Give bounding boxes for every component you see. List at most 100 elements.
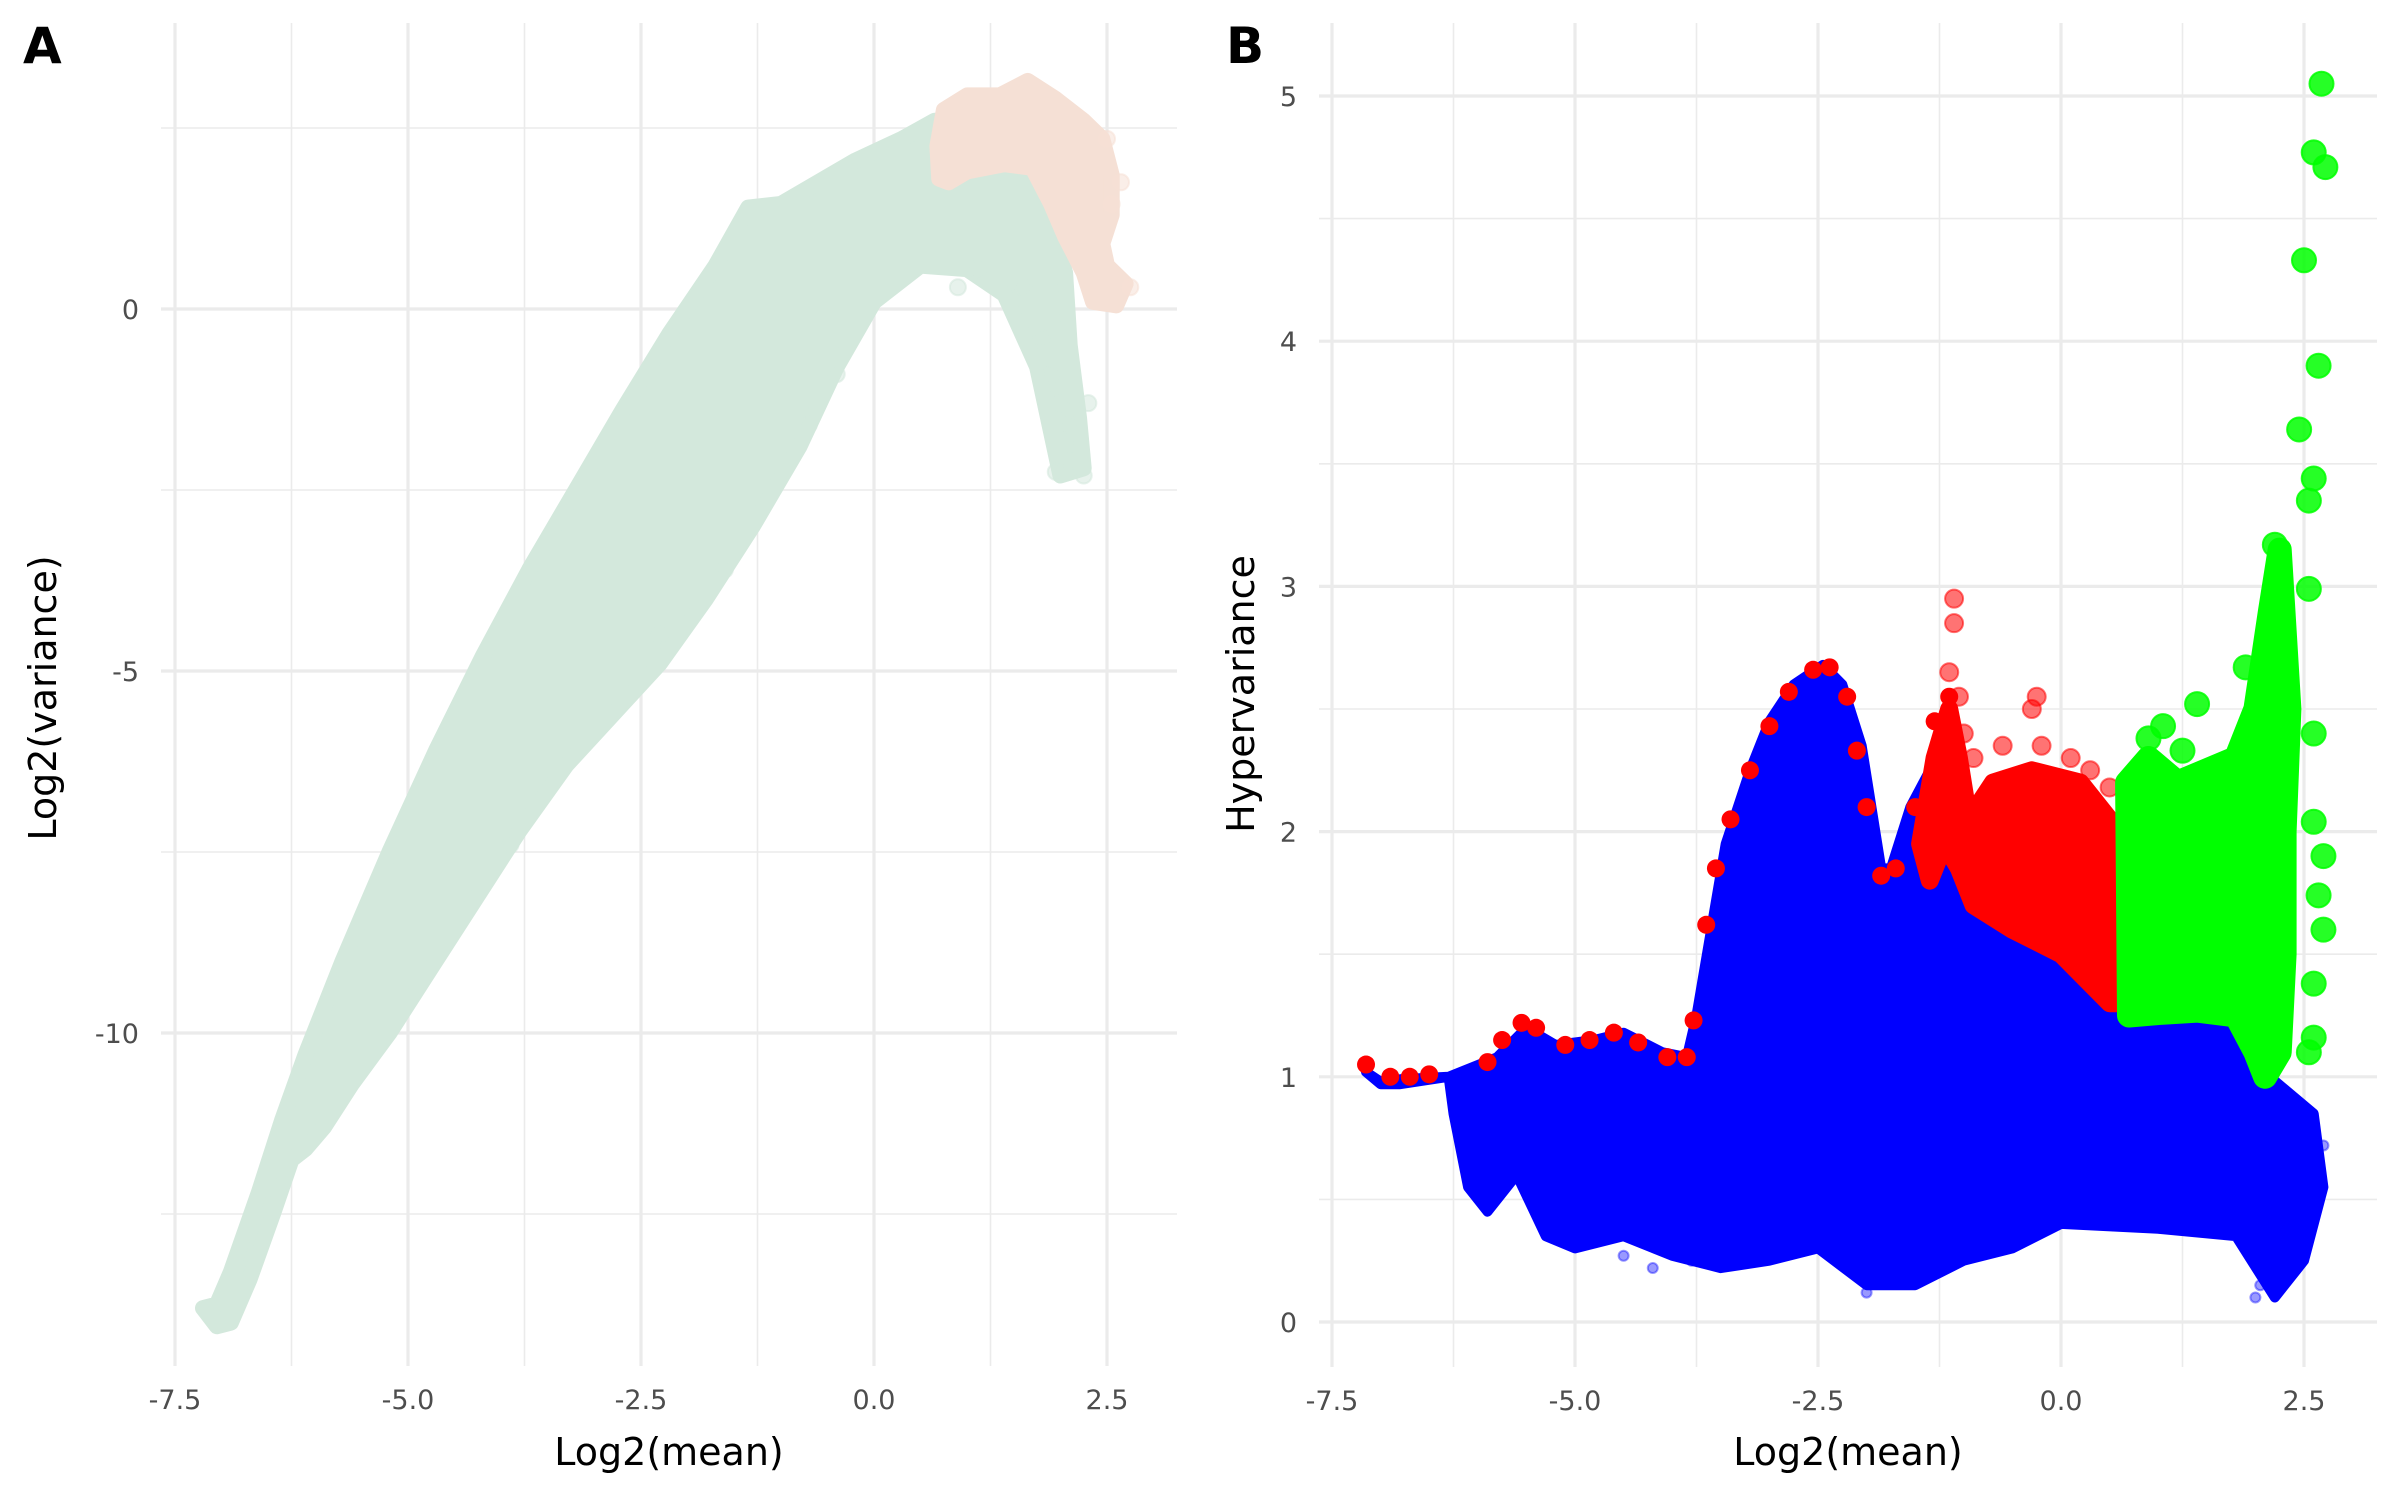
panel-a-y-tick-label: -5	[112, 657, 139, 688]
panel-b-series-red-point	[1580, 1031, 1599, 1050]
panel-b-series-red-point	[1357, 1055, 1376, 1074]
panel-b-series-red-point	[2080, 760, 2101, 781]
panel-b-series-blue-point	[2254, 1279, 2267, 1292]
panel-b-series-green-point	[2266, 561, 2293, 588]
panel-b-series-green-point	[2232, 654, 2259, 681]
panel-b-series-blue-point	[2298, 1230, 2310, 1243]
panel-a-series-background-point	[1060, 415, 1079, 434]
panel-a-series-background-point	[501, 835, 520, 854]
panel-b-series-blue-point	[1685, 1254, 1698, 1267]
panel-b-series-green-point	[2295, 575, 2322, 602]
panel-a-series-highlighted	[929, 72, 1140, 314]
panel-b-series-blue-point	[1860, 1286, 1873, 1299]
panel-b-series-blue-point	[2200, 1198, 2213, 1211]
panel-a-series-highlighted-point	[1111, 173, 1130, 192]
panel-b-ticks: -7.5 -5.0 -2.5 0.0 2.5 0 1 2 3 4 5	[1280, 82, 2326, 1417]
panel-b-series-blue-point	[2249, 1291, 2262, 1304]
panel-b-series-blue-point	[1957, 1237, 1970, 1250]
panel-a-y-tick-label: -10	[95, 1019, 139, 1050]
panel-b-series-green-point	[2310, 916, 2337, 943]
panel-b-y-axis-title: Hypervariance	[1219, 555, 1263, 833]
panel-b-series-blue-point	[2084, 1213, 2097, 1226]
panel-a: -7.5 -5.0 -2.5 0.0 2.5 0 -5 -10 A Log2(mean) Lo…	[21, 17, 1177, 1474]
panel-b-series-red-point	[1381, 1067, 1400, 1086]
panel-a-series-background-point	[799, 415, 818, 434]
panel-b-series-green-point	[2312, 154, 2339, 181]
panel-b-series-red-point	[1886, 859, 1905, 878]
panel-b-series-green-point	[2169, 737, 2196, 764]
panel-b-series-green-point	[2295, 487, 2322, 514]
panel-b-series-red-point	[1677, 1048, 1696, 1067]
panel-b-series-red-point	[1963, 748, 1984, 769]
panel-b-series-blue-point	[1743, 1237, 1756, 1250]
panel-b-series-red-point	[1939, 662, 1960, 683]
panel-b-series-green	[2115, 70, 2339, 1089]
panel-b-series-green-point	[2286, 416, 2313, 443]
panel-a-series-background-point	[1074, 466, 1093, 485]
panel-b-series-blue-point	[2268, 1262, 2281, 1275]
panel-a-series-highlighted-cloud	[929, 72, 1134, 314]
panel-b-series-red-point	[1906, 798, 1925, 817]
panel-a-x-tick-label: -7.5	[149, 1385, 202, 1416]
panel-b-series-red-point	[2031, 735, 2052, 756]
panel-a-series-background-point	[827, 365, 846, 384]
panel-b-series-red-point	[1872, 866, 1891, 885]
panel-a-series-background-cloud	[195, 112, 1092, 1335]
panel-a-x-tick-label: -2.5	[615, 1385, 668, 1416]
panel-b-series-red-point	[1400, 1067, 1419, 1086]
panel-b-series-blue-point	[1646, 1262, 1659, 1275]
panel-a-series-background-point	[1014, 278, 1033, 297]
panel-b-series-red-point	[1847, 741, 1866, 760]
panel-b-x-tick-label: -7.5	[1306, 1386, 1359, 1417]
panel-b-series-blue-point	[2035, 1217, 2048, 1230]
panel-b-x-tick-label: -2.5	[1792, 1386, 1845, 1417]
panel-b-series-red-point	[1629, 1033, 1648, 1052]
panel-b-y-tick-label: 2	[1280, 818, 1297, 849]
panel-a-x-axis-title: Log2(mean)	[554, 1430, 783, 1474]
panel-b-series-red-point	[1697, 915, 1716, 934]
panel-b-series-red-point	[1779, 682, 1798, 701]
panel-b-series-green-point	[2291, 247, 2317, 274]
panel-a-series-background-point	[1060, 452, 1079, 471]
panel-b-series-red-point	[2026, 686, 2047, 707]
panel-b-series-red-point	[1527, 1018, 1546, 1037]
panel-a-x-tick-label: -5.0	[382, 1385, 435, 1416]
panel-a-y-tick-label: 0	[122, 295, 139, 326]
panel-b-series-green-point	[2300, 465, 2327, 492]
panel-b-series-green-point	[2295, 1039, 2322, 1066]
panel-b-series-green-point	[2184, 691, 2211, 718]
panel-b-y-tick-label: 3	[1280, 572, 1297, 603]
panel-b-x-tick-label: 2.5	[2283, 1386, 2326, 1417]
panel-b-series-red-point	[2060, 748, 2081, 769]
panel-b-series-green-point	[2261, 531, 2288, 558]
panel-a-series-background-point	[1046, 462, 1065, 481]
panel-b-series-green-point	[2305, 352, 2332, 379]
panel-a-series-background-point	[650, 625, 669, 644]
panel-a-series-highlighted-point	[1102, 195, 1121, 214]
panel-b-series-red-point	[1721, 810, 1740, 829]
panel-a-series-background-point	[1042, 365, 1061, 384]
panel-b-series-red-point	[1740, 761, 1759, 780]
panel-b-series-green-point	[2300, 970, 2327, 997]
panel-b-series-red-point	[1948, 686, 1969, 707]
panel-b-series-red-point	[1944, 613, 1965, 634]
panel-b-y-tick-label: 4	[1280, 327, 1297, 358]
panel-b-x-tick-label: -5.0	[1549, 1386, 1602, 1417]
panel-b-data	[1357, 70, 2339, 1304]
panel-a-series-background-point	[1032, 328, 1051, 347]
panel-b-series-blue-point	[1617, 1249, 1630, 1262]
panel-b-series-green-point	[2150, 713, 2177, 740]
panel-b-series-red-point	[1944, 588, 1965, 609]
panel-b-series-red-point	[1684, 1011, 1703, 1030]
panel-b-series-red-point	[1420, 1065, 1439, 1084]
panel-b-series-green-point	[2300, 808, 2327, 835]
panel-a-label: A	[23, 17, 62, 75]
panel-a-x-tick-label: 2.5	[1086, 1385, 1129, 1416]
panel-b-series-blue-point	[2288, 1181, 2301, 1194]
panel-a-x-tick-label: 0.0	[853, 1385, 896, 1416]
panel-a-series-background-point	[948, 278, 967, 297]
panel-b-series-red-point	[1953, 723, 1974, 744]
panel-b-series-red-point	[1992, 735, 2013, 756]
panel-b-series-green-point	[2305, 882, 2332, 909]
